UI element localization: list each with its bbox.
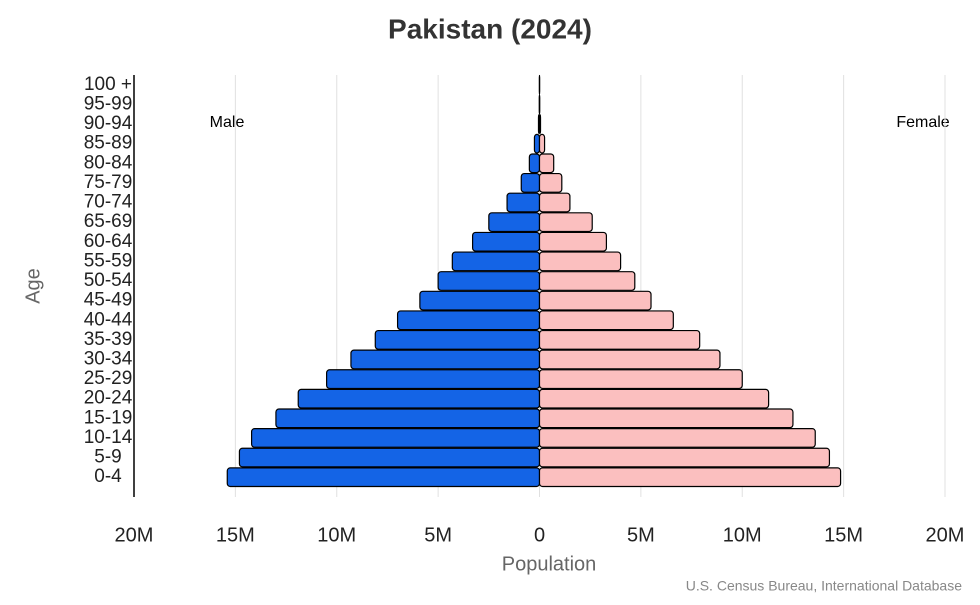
bar (540, 409, 793, 428)
x-tick-label: 15M (824, 524, 863, 546)
y-tick-label: 75-79 (84, 172, 133, 193)
y-tick-label: 35-39 (84, 329, 133, 350)
bar (534, 134, 539, 153)
bar (540, 311, 674, 330)
bar (540, 291, 652, 310)
x-tick-label: 10M (723, 524, 762, 546)
y-tick-label: 20-24 (84, 388, 133, 409)
bar (540, 232, 607, 251)
legend-label: Male (210, 114, 245, 131)
bar (540, 448, 830, 467)
bar (540, 370, 743, 389)
bar (540, 115, 541, 134)
x-tick-label: 5M (424, 524, 452, 546)
bar (298, 389, 539, 408)
bar (351, 350, 540, 369)
y-tick-label: 85-89 (84, 133, 133, 154)
y-tick-label: 90-94 (84, 113, 133, 134)
bar (420, 291, 540, 310)
y-tick-label: 80-84 (84, 152, 133, 173)
y-tick-label: 70-74 (84, 192, 133, 213)
source-note: U.S. Census Bureau, International Databa… (686, 578, 962, 594)
chart-title: Pakistan (2024) (388, 13, 592, 44)
y-tick-label: 10-14 (84, 427, 133, 448)
bar (540, 389, 769, 408)
bar (489, 213, 540, 232)
y-tick-label: 100 + (84, 74, 132, 95)
bar (529, 154, 539, 173)
bar (540, 174, 562, 193)
bar (239, 448, 539, 467)
y-tick-label: 60-64 (84, 231, 133, 252)
bar (507, 193, 539, 212)
bar (540, 154, 554, 173)
bar (540, 350, 720, 369)
bar (540, 272, 635, 291)
y-tick-label: 55-59 (84, 250, 133, 271)
y-tick-label: 50-54 (84, 270, 133, 291)
bar (327, 370, 540, 389)
bar (540, 213, 593, 232)
bar (540, 252, 621, 271)
y-tick-label: 15-19 (84, 407, 133, 428)
x-tick-label: 0 (534, 524, 545, 546)
bar (521, 174, 539, 193)
bar (540, 193, 570, 212)
bar (276, 409, 540, 428)
y-tick-label: 45-49 (84, 290, 133, 311)
y-tick-label: 30-34 (84, 348, 133, 369)
x-tick-label: 15M (216, 524, 255, 546)
bar (540, 468, 841, 487)
legend-label: Female (896, 114, 949, 131)
x-tick-label: 5M (627, 524, 655, 546)
bar (452, 252, 539, 271)
y-tick-label: 25-29 (84, 368, 133, 389)
bar (252, 429, 540, 448)
bar (540, 331, 700, 350)
bar (473, 232, 540, 251)
y-axis-label: Age (22, 268, 44, 304)
bar (375, 331, 539, 350)
y-tick-label: 65-69 (84, 211, 133, 232)
x-tick-label: 20M (115, 524, 154, 546)
bar (540, 429, 816, 448)
y-tick-label: 95-99 (84, 93, 133, 114)
y-tick-label: 40-44 (84, 309, 133, 330)
bar (398, 311, 540, 330)
bar (227, 468, 539, 487)
bar (540, 134, 545, 153)
x-tick-label: 10M (317, 524, 356, 546)
x-axis-label: Population (502, 553, 597, 575)
bar (438, 272, 539, 291)
x-tick-label: 20M (926, 524, 965, 546)
y-tick-label: 5-9 (94, 447, 121, 468)
y-tick-label: 0-4 (94, 466, 122, 487)
